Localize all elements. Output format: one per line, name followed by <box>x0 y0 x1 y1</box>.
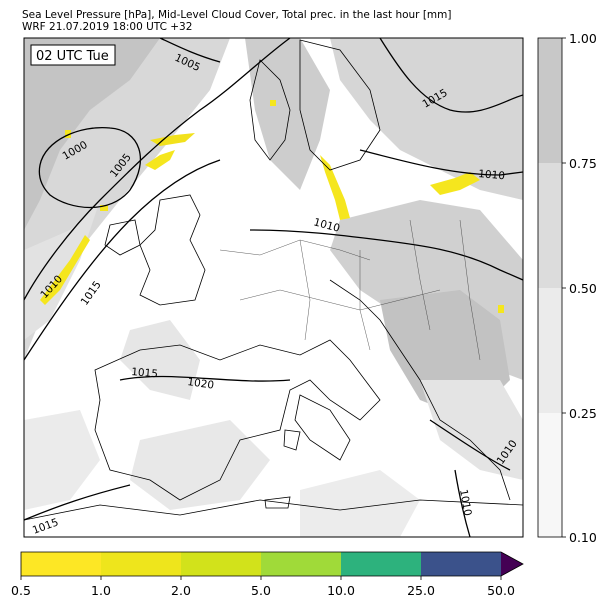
time-label-box: 02 UTC Tue <box>30 44 116 66</box>
cloud-tick-label: 0.25 <box>569 406 597 421</box>
cloud-cover-layer <box>24 38 523 537</box>
precip-tick-label: 1.0 <box>91 583 111 598</box>
coastlines <box>24 39 523 521</box>
precip-colorbar: 0.5 1.0 2.0 5.0 10.0 25.0 50.0 <box>11 551 524 598</box>
cloud-cover-colorbar: 1.00 0.75 0.50 0.25 0.10 <box>537 31 597 545</box>
isobar-label: 1015 <box>131 366 159 380</box>
cloud-tick-label: 0.50 <box>569 281 597 296</box>
precip-tick-label: 2.0 <box>171 583 191 598</box>
cloud-tick-label: 0.75 <box>569 156 597 171</box>
precip-tick-label: 25.0 <box>407 583 435 598</box>
map-title: Sea Level Pressure [hPa], Mid-Level Clou… <box>22 9 452 21</box>
isobar-label: 1020 <box>187 376 215 392</box>
isobars <box>24 38 523 537</box>
precip-tick-label: 0.5 <box>11 583 31 598</box>
precipitation-layer <box>40 100 504 313</box>
precip-tick-label: 50.0 <box>487 583 515 598</box>
time-label: 02 UTC Tue <box>36 49 109 64</box>
map-subtitle: WRF 21.07.2019 18:00 UTC +32 <box>22 21 193 33</box>
cloud-tick-label: 0.10 <box>569 530 597 545</box>
isobar-label: 1010 <box>457 488 473 516</box>
map-panel <box>23 37 524 538</box>
cloud-tick-label: 1.00 <box>569 31 597 46</box>
country-borders <box>219 219 481 361</box>
isobar-label: 1010 <box>478 168 506 182</box>
precip-tick-label: 10.0 <box>327 583 355 598</box>
precip-tick-label: 5.0 <box>251 583 271 598</box>
